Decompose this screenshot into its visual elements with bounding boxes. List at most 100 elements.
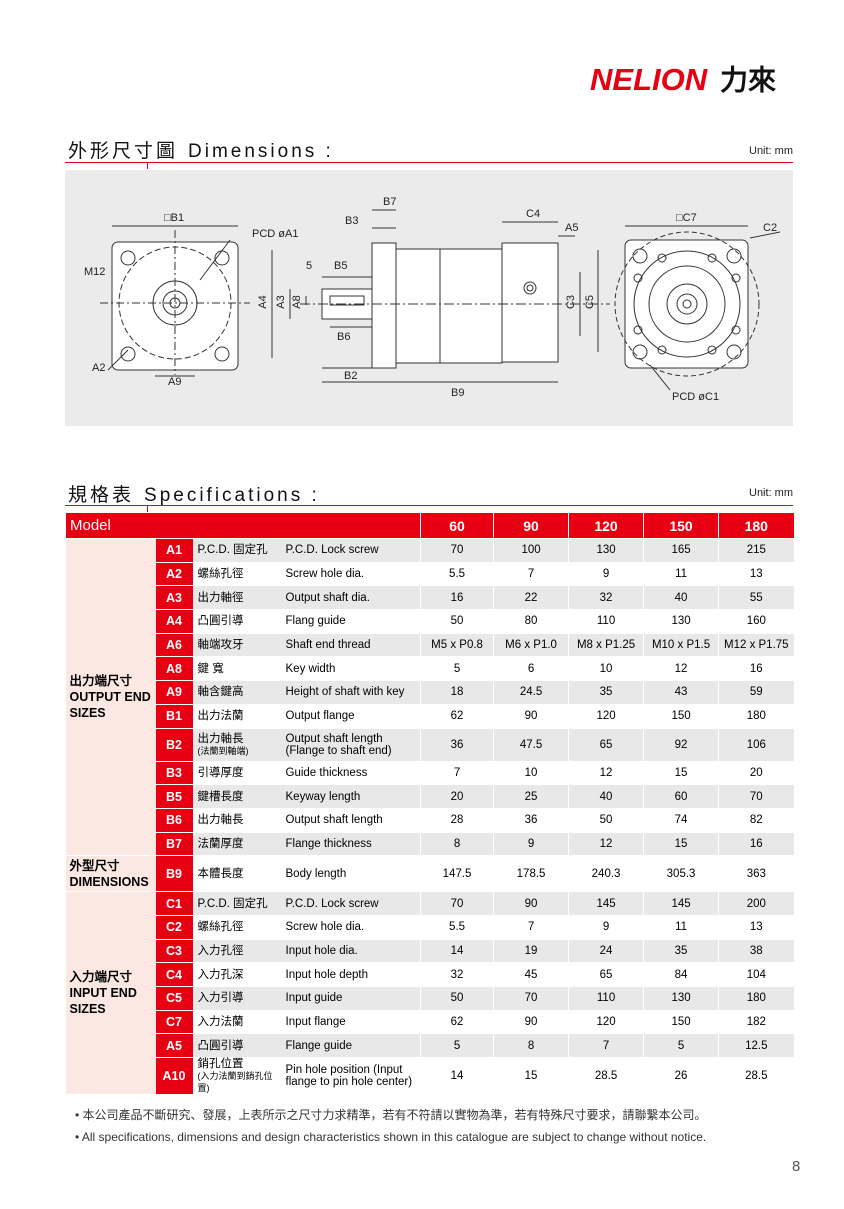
value: 19 <box>493 939 569 964</box>
dim-label: C4 <box>526 208 540 220</box>
dim-label: A9 <box>168 376 181 388</box>
code: A8 <box>155 656 193 682</box>
value: 104 <box>718 962 794 987</box>
code: B6 <box>155 808 193 833</box>
value: 150 <box>643 704 719 729</box>
note: • All specifications, dimensions and des… <box>75 1130 707 1144</box>
title-cn: 外形尺寸圖 <box>68 141 179 162</box>
spec-row: B1 出力法蘭 Output flange 62 90 120 150 180 <box>66 704 794 729</box>
name-cn: 本體長度 <box>192 855 281 893</box>
spec-row: A2 螺絲孔徑 Screw hole dia. 5.5 7 9 11 13 <box>66 562 794 587</box>
code: C3 <box>155 939 193 964</box>
value: 18 <box>420 680 494 705</box>
name-en-text: Key width <box>285 662 336 675</box>
name-cn: 銷孔位置 (入力法蘭到銷孔位置) <box>192 1057 281 1096</box>
name-en-text: Input hole dia. <box>285 944 358 957</box>
value: 90 <box>493 704 569 729</box>
code: B2 <box>155 728 193 762</box>
dim-label: A2 <box>92 362 105 374</box>
value: 130 <box>568 538 644 563</box>
code: A9 <box>155 680 193 705</box>
name-en: Output shaft length <box>280 808 421 833</box>
name-en: P.C.D. Lock screw <box>280 891 421 916</box>
spec-row: B7 法蘭厚度 Flange thickness 8 9 12 15 16 <box>66 832 794 857</box>
header-cell: Model <box>64 513 421 539</box>
value: M12 x P1.75 <box>718 633 794 658</box>
value: M5 x P0.8 <box>420 633 494 658</box>
name-cn-text: P.C.D. 固定孔 <box>197 544 268 557</box>
value: 7 <box>493 915 569 940</box>
value: 12.5 <box>718 1033 794 1059</box>
name-cn: 螺絲孔徑 <box>192 915 281 940</box>
name-en-text: Output flange <box>285 710 355 723</box>
value: 130 <box>643 609 719 634</box>
value: 36 <box>493 808 569 833</box>
value: 82 <box>718 808 794 833</box>
value: 70 <box>493 986 569 1011</box>
name-cn-text: 入力引導 <box>197 992 244 1005</box>
value: 16 <box>420 585 494 611</box>
code: C1 <box>155 891 193 916</box>
name-cn-text: 本體長度 <box>197 867 244 880</box>
value: 24.5 <box>493 680 569 705</box>
name-en: Height of shaft with key <box>280 680 421 705</box>
name-cn-text: 鍵槽長度 <box>197 790 244 803</box>
name-en-text: Flang guide <box>285 615 346 628</box>
value: 55 <box>718 585 794 611</box>
name-en-text: Flange thickness <box>285 837 372 850</box>
code: A10 <box>155 1057 193 1096</box>
value: 145 <box>568 891 644 916</box>
name-en-text: Screw hole dia. <box>285 921 365 934</box>
value: 38 <box>718 939 794 964</box>
value: 180 <box>718 704 794 729</box>
spec-row: A5 凸圓引導 Flange guide 5 8 7 5 12.5 <box>66 1033 794 1059</box>
name-en: Output shaft length (Flange to shaft end) <box>280 728 421 762</box>
value: 25 <box>493 784 569 809</box>
name-cn: 鍵槽長度 <box>192 784 281 809</box>
value: 7 <box>493 562 569 587</box>
value: 5.5 <box>420 915 494 940</box>
group-en: OUTPUT END SIZES <box>69 690 151 721</box>
value: 35 <box>643 939 719 964</box>
dim-label: A5 <box>565 222 578 234</box>
dim-label: M12 <box>84 266 105 278</box>
value: 13 <box>718 562 794 587</box>
dim-label: B7 <box>383 196 396 208</box>
name-en-text: Output shaft length <box>285 814 383 827</box>
name-cn-text: 出力軸長 <box>197 814 244 827</box>
spec-row: C2 螺絲孔徑 Screw hole dia. 5.5 7 9 11 13 <box>66 915 794 940</box>
group-label: 出力端尺寸 OUTPUT END SIZES <box>65 538 156 857</box>
spec-row: C4 入力孔深 Input hole depth 32 45 65 84 104 <box>66 962 794 987</box>
name-en: Screw hole dia. <box>280 562 421 587</box>
name-cn-note: (法蘭到軸端) <box>197 745 249 756</box>
value: 36 <box>420 728 494 762</box>
value: 106 <box>718 728 794 762</box>
note: • 本公司產品不斷研究、發展，上表所示之尺寸力求精準，若有不符請以實物為準，若有… <box>75 1108 707 1122</box>
code: A4 <box>155 609 193 634</box>
name-en-text: Input hole depth <box>285 968 369 981</box>
spec-row: A10 銷孔位置 (入力法蘭到銷孔位置) Pin hole position (Inp… <box>66 1057 794 1096</box>
name-cn: 出力法蘭 <box>192 704 281 729</box>
dim-label: A3 <box>275 295 287 308</box>
name-cn: 軸含鍵高 <box>192 680 281 705</box>
value: 35 <box>568 680 644 705</box>
code: A5 <box>155 1033 193 1059</box>
value: 32 <box>420 962 494 987</box>
name-en-text: Shaft end thread <box>285 639 371 652</box>
code: A2 <box>155 562 193 587</box>
name-en-text: P.C.D. Lock screw <box>285 544 379 557</box>
value: 165 <box>643 538 719 563</box>
name-en-text: Pin hole position (Input <box>285 1064 403 1077</box>
value: 110 <box>568 986 644 1011</box>
name-en: Screw hole dia. <box>280 915 421 940</box>
name-cn-text: 軸端攻牙 <box>197 639 244 652</box>
value: 11 <box>643 562 719 587</box>
value: 160 <box>718 609 794 634</box>
code: A1 <box>155 538 193 563</box>
name-en: Output shaft dia. <box>280 585 421 611</box>
value: 28 <box>420 808 494 833</box>
name-cn: 凸圓引導 <box>192 1033 281 1059</box>
value: 62 <box>420 704 494 729</box>
logo-cn: 力來 <box>720 64 776 95</box>
